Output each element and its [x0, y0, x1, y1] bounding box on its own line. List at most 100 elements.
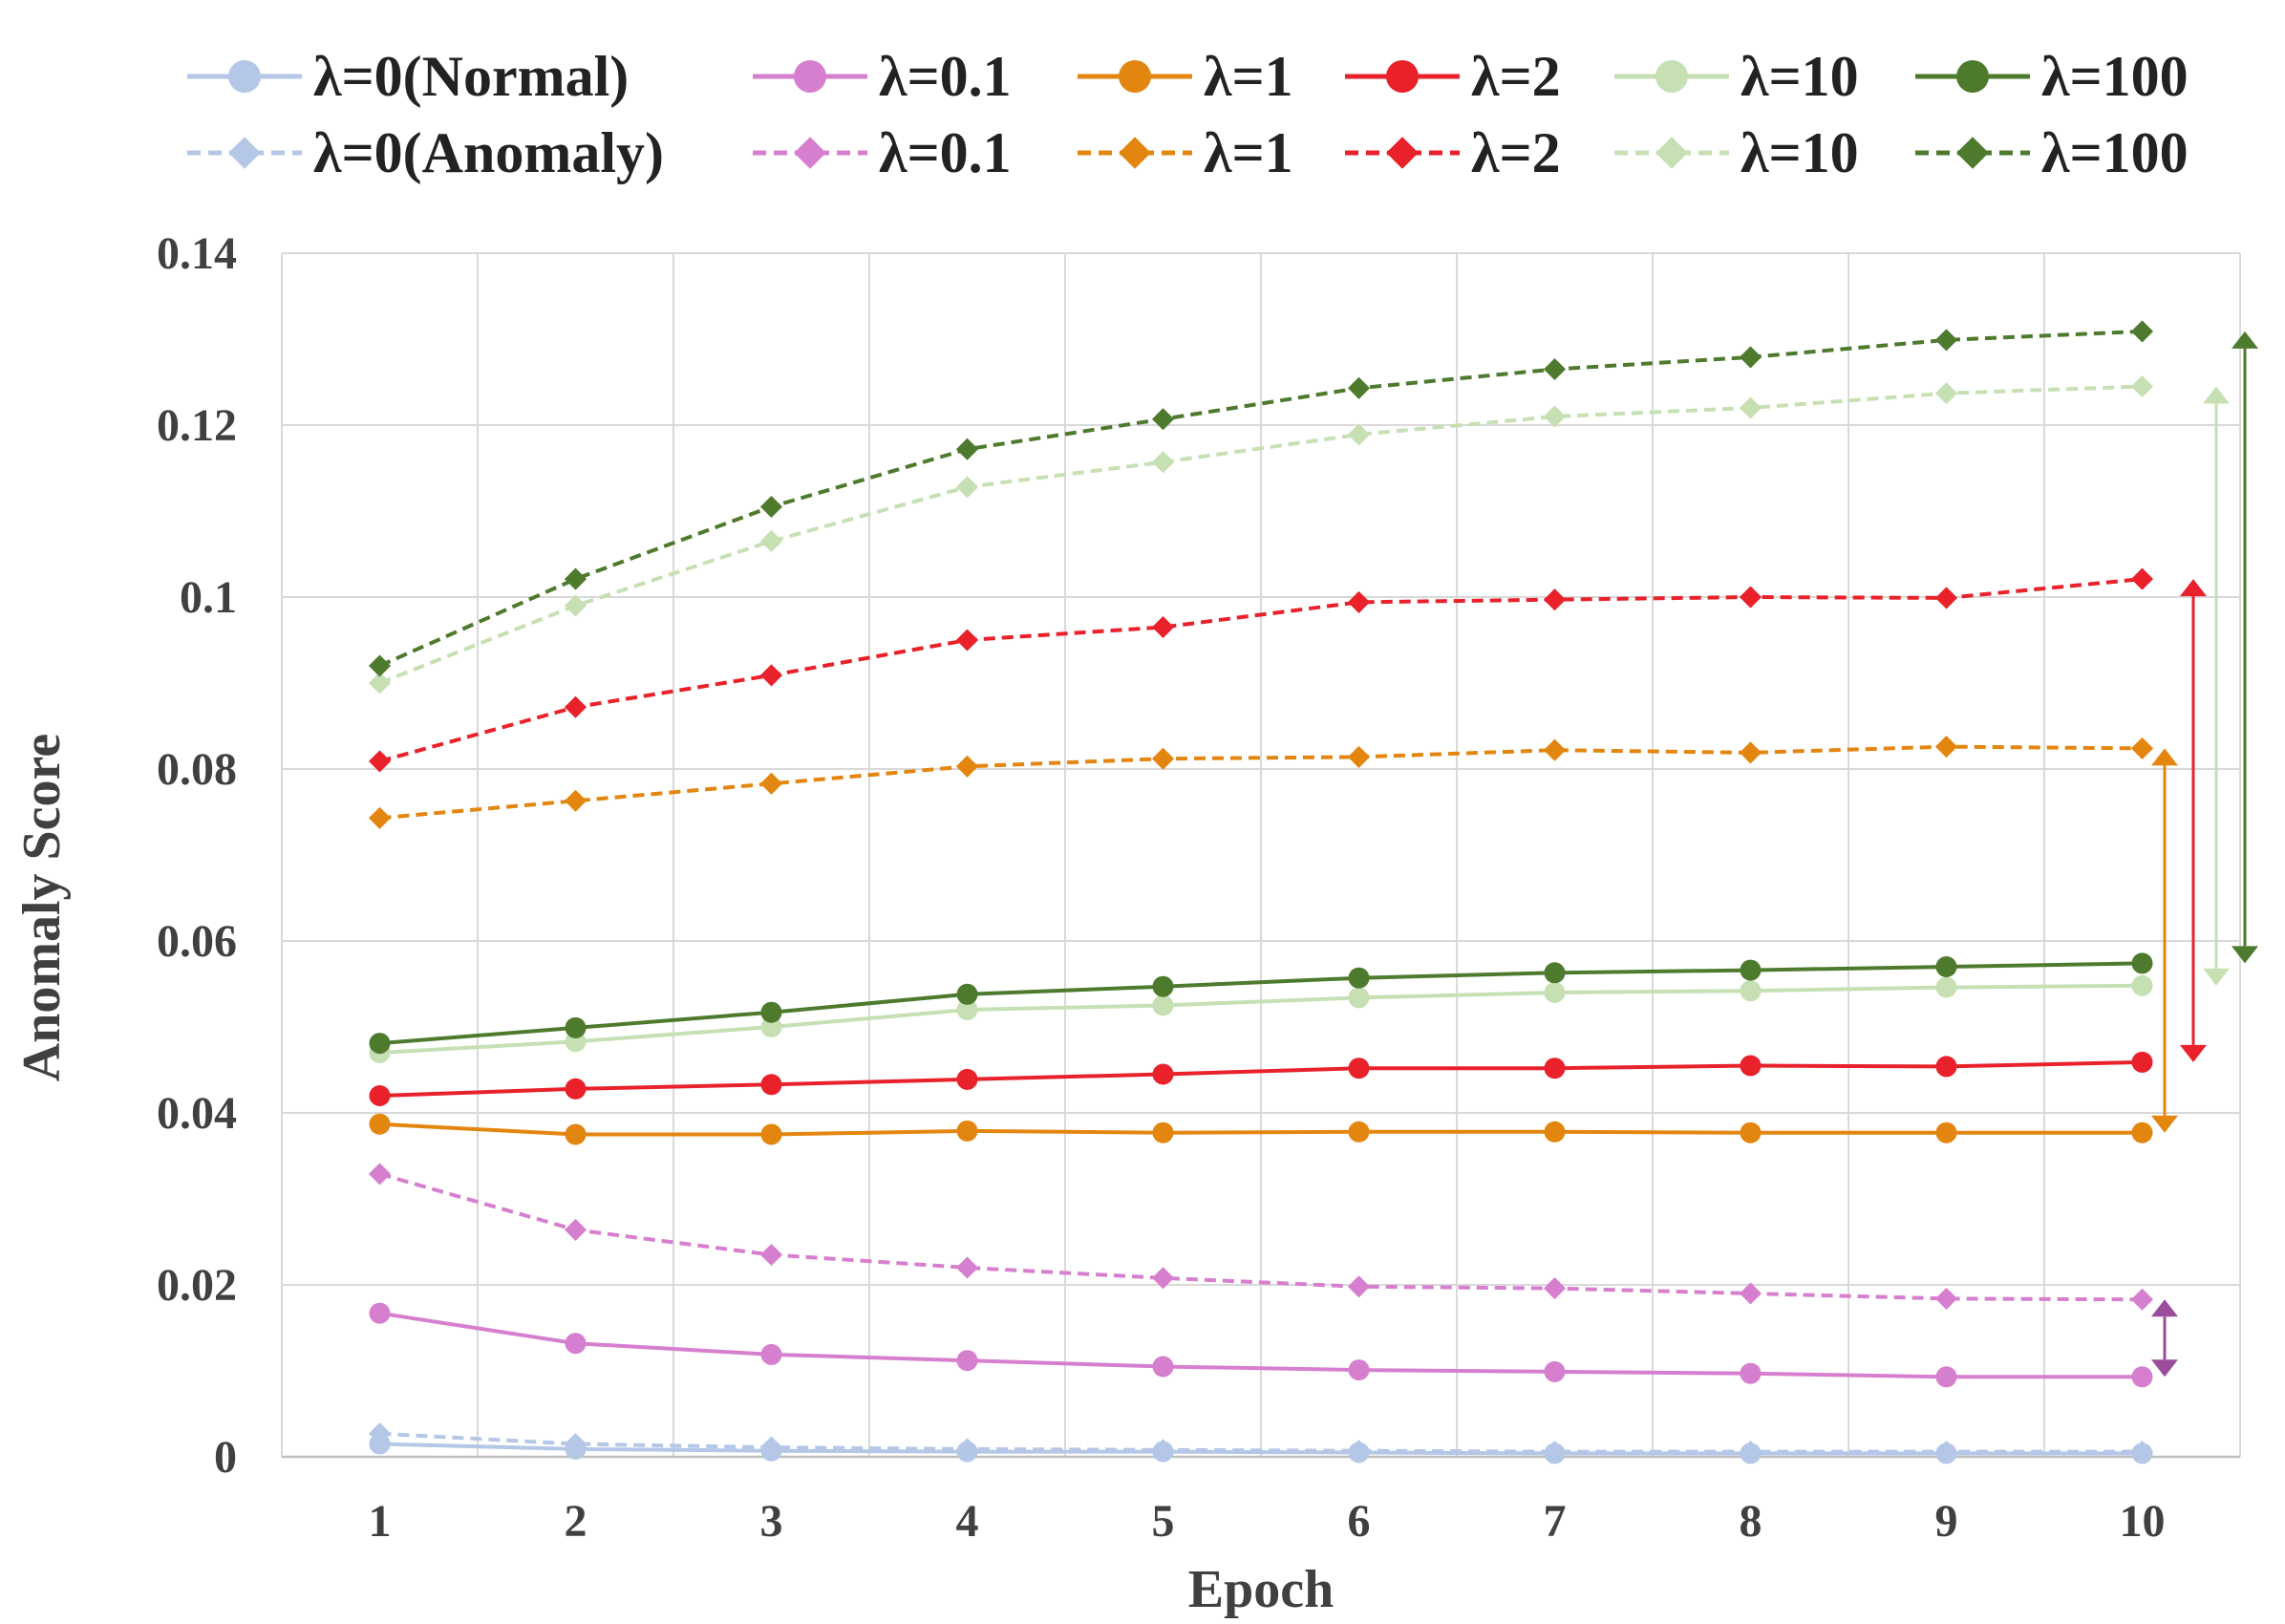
legend-label: λ=0.1	[879, 121, 1012, 184]
legend-marker	[228, 137, 261, 169]
y-tick-label: 0.12	[157, 400, 237, 451]
data-point	[1152, 1122, 1174, 1143]
arrow-head-top	[2151, 1299, 2178, 1317]
x-tick-label: 10	[2120, 1496, 2166, 1547]
data-point	[2131, 974, 2153, 996]
data-point	[565, 1078, 587, 1100]
series-5	[369, 952, 2153, 1055]
data-point	[1934, 382, 1958, 405]
data-point	[1544, 1360, 1566, 1382]
legend-entry-8: λ=1	[1078, 121, 1293, 184]
series-line	[379, 744, 2143, 821]
data-point	[956, 1350, 978, 1372]
data-point	[2130, 320, 2154, 343]
data-point	[369, 1085, 391, 1106]
data-point	[1348, 987, 1370, 1009]
data-point	[1544, 1121, 1566, 1143]
legend-marker	[1655, 60, 1688, 93]
double-arrow-2	[2180, 579, 2207, 1062]
data-point	[1935, 976, 1957, 998]
data-point	[564, 567, 587, 590]
data-point	[1739, 1282, 1762, 1305]
data-point	[368, 672, 392, 694]
legend-label: λ=2	[1471, 45, 1561, 108]
data-point	[565, 1016, 587, 1038]
data-point	[1935, 1056, 1957, 1078]
data-point	[564, 594, 587, 617]
x-tick-label: 4	[956, 1496, 979, 1547]
y-tick-label: 0.1	[180, 572, 237, 623]
data-point	[956, 1068, 978, 1090]
data-point	[759, 664, 783, 687]
arrow-head-bottom	[2203, 968, 2230, 986]
data-point	[1151, 408, 1175, 431]
data-point	[1544, 982, 1566, 1003]
data-point	[955, 476, 979, 499]
data-point	[1543, 588, 1567, 611]
series-line	[379, 1059, 2143, 1098]
data-point	[2130, 737, 2154, 759]
data-point	[1152, 975, 1174, 997]
data-point	[564, 1432, 587, 1456]
data-point	[759, 1436, 783, 1459]
data-point	[1543, 405, 1567, 428]
data-point	[956, 983, 978, 1005]
series-6	[368, 1422, 2154, 1464]
arrow-head-top	[2151, 748, 2178, 766]
data-point	[1739, 741, 1762, 764]
legend-label: λ=0(Normal)	[313, 45, 629, 108]
double-arrow-0	[2151, 1299, 2178, 1378]
legend-entry-1: λ=0.1	[753, 45, 1012, 108]
data-point	[760, 1343, 782, 1365]
legend-marker	[1956, 137, 1989, 169]
legend-label: λ=1	[1204, 121, 1293, 184]
double-arrow-4	[2232, 331, 2258, 964]
data-point	[1739, 346, 1762, 369]
series-line	[379, 983, 2143, 1055]
data-point	[2130, 1441, 2154, 1464]
data-point	[1740, 980, 1762, 1002]
data-point	[368, 1422, 392, 1445]
legend-entry-7: λ=0.1	[753, 121, 1012, 184]
double-arrow-3	[2203, 386, 2230, 986]
data-point	[1151, 1267, 1175, 1290]
data-point	[1347, 423, 1371, 446]
data-point	[1934, 736, 1958, 759]
legend-label: λ=1	[1204, 45, 1293, 108]
data-point	[1543, 738, 1567, 761]
double-arrow-1	[2151, 748, 2178, 1133]
data-point	[565, 1333, 587, 1355]
legend-entry-0: λ=0(Normal)	[187, 45, 629, 108]
series-3	[369, 1051, 2153, 1106]
data-point	[956, 1120, 978, 1142]
data-point	[1934, 587, 1958, 609]
legend-marker	[228, 60, 261, 93]
y-tick-label: 0.08	[157, 744, 237, 795]
data-point	[1151, 747, 1175, 770]
data-point	[564, 695, 587, 718]
data-point	[1740, 1055, 1762, 1077]
legend-marker	[1956, 60, 1989, 93]
arrow-head-bottom	[2180, 1044, 2207, 1062]
series-line	[379, 961, 2143, 1046]
data-point	[369, 1302, 391, 1324]
data-point	[368, 806, 392, 829]
data-point	[368, 1163, 392, 1186]
data-point	[564, 789, 587, 812]
data-point	[1152, 1063, 1174, 1085]
arrow-head-top	[2180, 579, 2207, 597]
legend-entry-3: λ=2	[1345, 45, 1561, 108]
y-tick-label: 0	[214, 1432, 237, 1483]
data-point	[1934, 1287, 1958, 1310]
series-10	[368, 374, 2154, 694]
data-point	[1543, 1441, 1567, 1464]
y-tick-label: 0.04	[157, 1088, 237, 1139]
series-line	[378, 1171, 2143, 1302]
data-point	[1739, 396, 1762, 419]
data-point	[1543, 357, 1567, 381]
data-point	[369, 1113, 391, 1135]
data-point	[2130, 567, 2154, 590]
x-tick-label: 1	[369, 1496, 392, 1547]
legend-marker	[1386, 137, 1419, 169]
